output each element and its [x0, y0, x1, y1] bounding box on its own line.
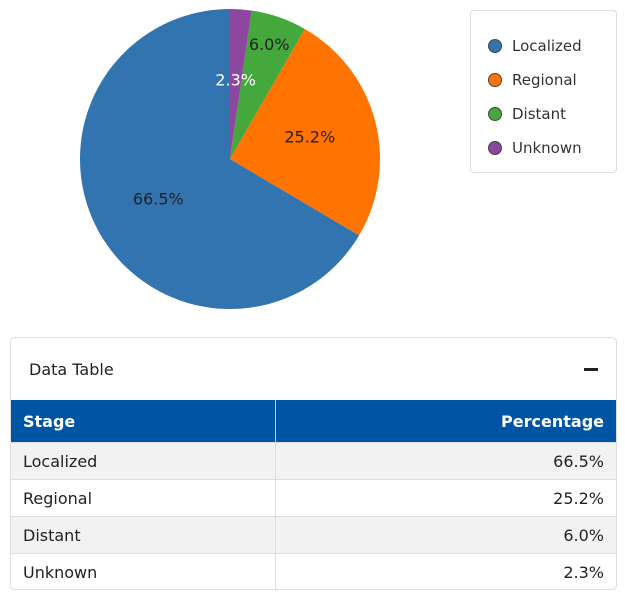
cell-stage: Unknown: [11, 553, 276, 589]
column-header-percentage[interactable]: Percentage: [274, 400, 616, 443]
slice-label-distant: 6.0%: [249, 35, 290, 54]
legend-label: Unknown: [512, 139, 582, 157]
legend-marker: [488, 107, 502, 121]
table-row: Regional 25.2%: [11, 479, 616, 517]
slice-label-regional: 25.2%: [284, 127, 335, 146]
legend-item-localized[interactable]: Localized: [488, 36, 582, 56]
legend-marker: [488, 39, 502, 53]
cell-percentage: 2.3%: [274, 553, 616, 589]
chart-legend: Localized Regional Distant Unknown: [470, 10, 617, 173]
cell-stage: Localized: [11, 442, 276, 480]
table-row: Unknown 2.3%: [11, 553, 616, 589]
cell-stage: Distant: [11, 516, 276, 554]
legend-label: Localized: [512, 37, 582, 55]
legend-marker: [488, 73, 502, 87]
legend-marker: [488, 141, 502, 155]
pie-chart: 66.5% 25.2% 6.0% 2.3%: [80, 9, 380, 309]
legend-label: Regional: [512, 71, 577, 89]
pie-slice-distant[interactable]: [230, 10, 305, 159]
panel-header: Data Table: [11, 338, 616, 400]
pie-slice-regional[interactable]: [230, 28, 380, 236]
data-table-panel: Data Table Stage Percentage Localized 66.…: [10, 337, 617, 590]
table-row: Distant 6.0%: [11, 516, 616, 554]
collapse-minus-icon[interactable]: [584, 367, 598, 371]
cell-percentage: 6.0%: [274, 516, 616, 554]
cell-percentage: 66.5%: [274, 442, 616, 480]
pie-slice-localized[interactable]: [80, 9, 360, 309]
column-header-stage[interactable]: Stage: [11, 400, 276, 443]
cell-percentage: 25.2%: [274, 479, 616, 517]
legend-item-regional[interactable]: Regional: [488, 70, 577, 90]
table-row: Localized 66.5%: [11, 442, 616, 480]
pie-slice-unknown[interactable]: [230, 9, 252, 159]
legend-label: Distant: [512, 105, 566, 123]
cell-stage: Regional: [11, 479, 276, 517]
legend-item-unknown[interactable]: Unknown: [488, 138, 582, 158]
slice-label-unknown: 2.3%: [215, 71, 256, 90]
data-table: Stage Percentage Localized 66.5% Regional…: [11, 400, 616, 589]
legend-item-distant[interactable]: Distant: [488, 104, 566, 124]
panel-title: Data Table: [29, 359, 114, 379]
slice-label-localized: 66.5%: [133, 189, 184, 208]
